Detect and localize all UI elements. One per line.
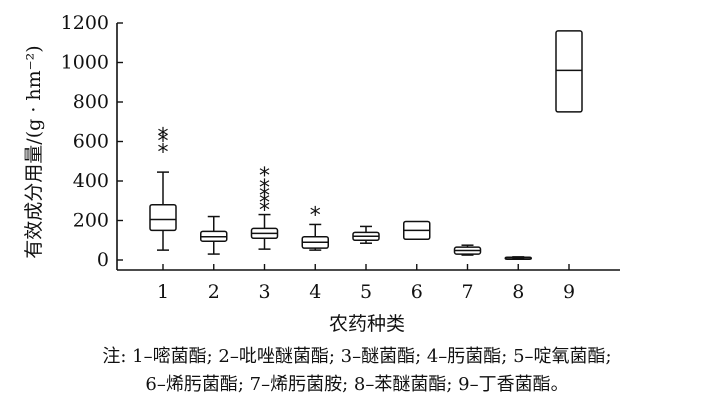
box-3: ***** <box>250 164 279 250</box>
x-tick-label: 9 <box>563 281 575 303</box>
footnote-line-1: 注: 1–嘧菌酯; 2–吡唑醚菌酯; 3–醚菌酯; 4–肟菌酯; 5–啶氧菌酯; <box>102 346 612 367</box>
y-tick-label: 800 <box>73 91 109 113</box>
box-iqr <box>149 203 177 232</box>
outlier-marker: * <box>259 184 270 209</box>
outlier-marker: * <box>259 199 270 224</box>
y-tick-label: 600 <box>73 131 109 153</box>
y-tick-label: 0 <box>97 249 109 271</box>
box-4: * <box>301 204 329 251</box>
box-9 <box>555 30 583 113</box>
x-tick-label: 2 <box>208 281 220 303</box>
box-6 <box>403 220 431 241</box>
box-5 <box>352 225 380 244</box>
outlier-marker: * <box>259 191 270 216</box>
outlier-marker: * <box>259 164 270 189</box>
footnote-line-2: 6–烯肟菌酯; 7–烯肟菌胺; 8–苯醚菌酯; 9–丁香菌酯。 <box>145 374 569 395</box>
x-tick-label: 1 <box>157 281 169 303</box>
x-tick-label: 7 <box>461 281 473 303</box>
x-axis-ticks: 1 2 3 4 5 6 7 8 9 <box>157 264 575 303</box>
x-tick-label: 8 <box>512 281 524 303</box>
outlier-marker: * <box>310 204 321 229</box>
outlier-marker: * <box>158 125 169 150</box>
box-iqr <box>555 30 583 113</box>
y-tick-label: 400 <box>73 170 109 192</box>
box-2 <box>200 215 228 255</box>
x-tick-label: 5 <box>360 281 372 303</box>
box-8 <box>504 256 532 260</box>
y-tick-label: 200 <box>73 210 109 232</box>
x-tick-label: 4 <box>309 281 321 303</box>
y-axis-ticks: 0 200 400 600 800 1000 1200 <box>61 12 123 271</box>
box-7 <box>453 244 482 256</box>
outlier-marker: * <box>158 130 169 155</box>
y-tick-label: 1000 <box>61 52 109 74</box>
y-axis-label: 有效成分用量/(g · hm⁻²) <box>23 45 45 258</box>
x-axis-label: 农药种类 <box>329 313 405 335</box>
x-tick-label: 3 <box>258 281 270 303</box>
outlier-marker: * <box>259 176 270 201</box>
outlier-marker: * <box>158 140 169 165</box>
box-1: *** <box>149 125 177 251</box>
box-series: ********* <box>149 30 583 260</box>
x-tick-label: 6 <box>411 281 423 303</box>
y-tick-label: 1200 <box>61 12 109 34</box>
